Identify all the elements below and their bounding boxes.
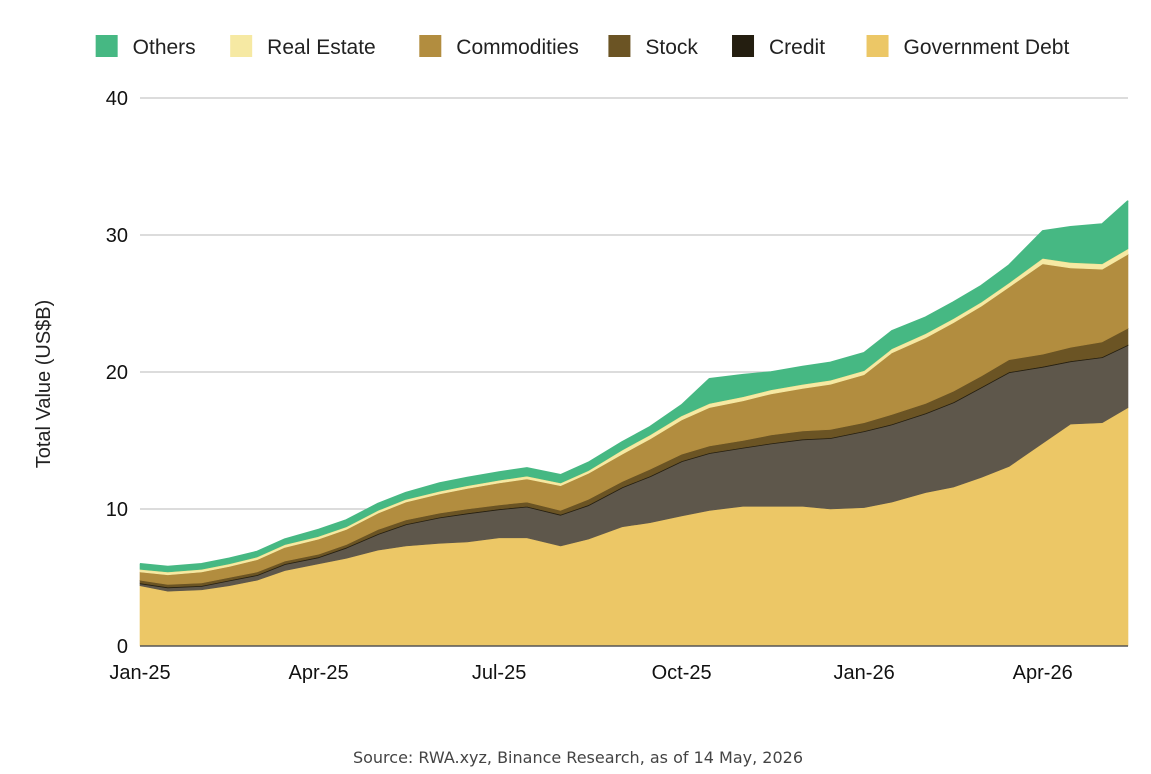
- x-tick-label: Jan-26: [834, 662, 895, 684]
- chart-legend: Others Real Estate Commodities Stock Credit G…: [95, 35, 1070, 59]
- legend-swatch-credit: [732, 35, 755, 57]
- x-tick-label: Apr-26: [1013, 662, 1073, 684]
- y-tick-label: 0: [117, 636, 128, 658]
- y-tick-label: 20: [106, 362, 128, 384]
- x-tick-label: Jul-25: [472, 662, 526, 684]
- legend-label-others: Others: [133, 36, 196, 59]
- area-series-group: [139, 200, 1129, 647]
- source-note: Source: RWA.xyz, Binance Research, as of…: [353, 748, 803, 767]
- y-axis-ticks: 0 10 20 30 40: [106, 88, 128, 658]
- area-edge-others: [139, 200, 1129, 568]
- legend-label-stock: Stock: [645, 36, 698, 59]
- y-tick-label: 30: [106, 225, 128, 247]
- x-axis-ticks: Jan-25 Apr-25 Jul-25 Oct-25 Jan-26 Apr-26: [109, 662, 1072, 684]
- x-tick-label: Jan-25: [109, 662, 170, 684]
- legend-label-commodities: Commodities: [456, 36, 579, 59]
- x-tick-label: Apr-25: [289, 662, 349, 684]
- legend-swatch-stock: [608, 35, 631, 57]
- legend-swatch-real-estate: [230, 35, 253, 57]
- legend-swatch-others: [95, 35, 118, 57]
- y-axis-title: Total Value (US$B): [33, 300, 55, 469]
- legend-label-credit: Credit: [769, 36, 825, 59]
- y-tick-label: 10: [106, 499, 128, 521]
- legend-label-government-debt: Government Debt: [904, 36, 1070, 59]
- legend-swatch-commodities: [419, 35, 442, 57]
- legend-label-real-estate: Real Estate: [267, 36, 376, 59]
- y-tick-label: 40: [106, 88, 128, 110]
- legend-swatch-government-debt: [866, 35, 889, 57]
- x-tick-label: Oct-25: [652, 662, 712, 684]
